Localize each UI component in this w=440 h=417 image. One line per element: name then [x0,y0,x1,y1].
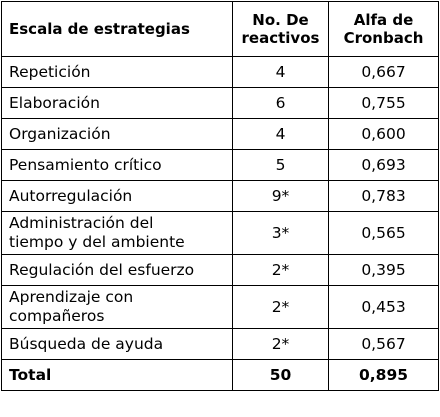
table-row: Repetición 4 0,667 [1,56,439,88]
table-row: Elaboración 6 0,755 [1,87,439,119]
header-alpha-line-2: Cronbach [343,29,424,47]
table-row: Organización 4 0,600 [1,118,439,150]
reliability-table: Escala de estrategias No. De reactivos A… [1,1,439,391]
scale-cell: Búsqueda de ayuda [1,328,233,360]
scale-cell: Administración del tiempo y del ambiente [1,211,233,255]
alpha-cell: 0,565 [328,211,439,255]
table-row: Regulación del esfuerzo 2* 0,395 [1,254,439,286]
alpha-cell: 0,600 [328,118,439,150]
scale-cell: Elaboración [1,87,233,119]
total-items: 50 [232,359,329,391]
scale-line-2: tiempo y del ambiente [9,233,185,251]
table-row: Aprendizaje con compañeros 2* 0,453 [1,285,439,329]
items-cell: 4 [232,118,329,150]
scale-line-2: compañeros [9,307,105,325]
alpha-cell: 0,567 [328,328,439,360]
items-cell: 2* [232,285,329,329]
alpha-cell: 0,755 [328,87,439,119]
alpha-cell: 0,395 [328,254,439,286]
total-alpha: 0,895 [328,359,439,391]
scale-cell: Autorregulación [1,180,233,212]
table-row: Búsqueda de ayuda 2* 0,567 [1,328,439,360]
header-row: Escala de estrategias No. De reactivos A… [1,1,439,57]
items-cell: 9* [232,180,329,212]
header-items-line-1: No. De [252,11,309,29]
scale-line-1: Administración del [9,214,154,232]
table-row: Administración del tiempo y del ambiente… [1,211,439,255]
items-cell: 2* [232,328,329,360]
scale-line-1: Aprendizaje con [9,288,134,306]
scale-cell: Aprendizaje con compañeros [1,285,233,329]
scale-cell: Regulación del esfuerzo [1,254,233,286]
table-row: Autorregulación 9* 0,783 [1,180,439,212]
scale-cell: Organización [1,118,233,150]
alpha-cell: 0,667 [328,56,439,88]
total-row: Total 50 0,895 [1,359,439,391]
items-cell: 3* [232,211,329,255]
scale-cell: Repetición [1,56,233,88]
total-label: Total [1,359,233,391]
table-row: Pensamiento crítico 5 0,693 [1,149,439,181]
items-cell: 4 [232,56,329,88]
header-items: No. De reactivos [232,1,329,57]
alpha-cell: 0,693 [328,149,439,181]
scale-cell: Pensamiento crítico [1,149,233,181]
header-items-line-2: reactivos [241,29,320,47]
items-cell: 6 [232,87,329,119]
header-scale: Escala de estrategias [1,1,233,57]
items-cell: 5 [232,149,329,181]
items-cell: 2* [232,254,329,286]
header-alpha-line-1: Alfa de [353,11,414,29]
header-alpha: Alfa de Cronbach [328,1,439,57]
alpha-cell: 0,453 [328,285,439,329]
alpha-cell: 0,783 [328,180,439,212]
